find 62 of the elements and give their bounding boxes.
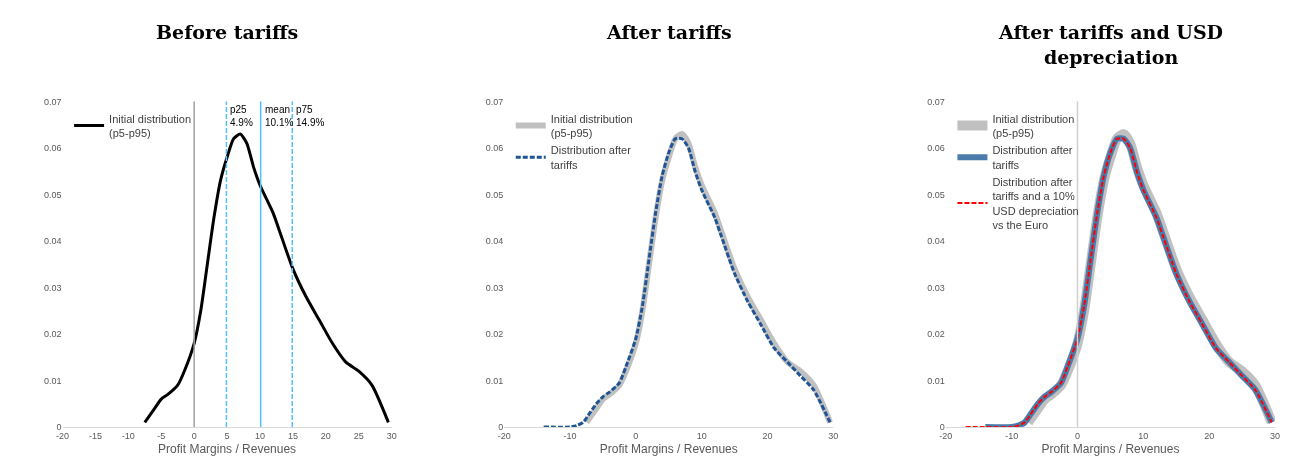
y-tick-label: 0.01 xyxy=(927,375,945,386)
y-tick-label: 0.02 xyxy=(43,329,62,340)
x-tick-label: 15 xyxy=(287,430,298,441)
x-axis-title: Profit Margins / Revenues xyxy=(599,441,738,456)
y-tick-label: 0.03 xyxy=(43,282,62,293)
y-tick-label: 0.05 xyxy=(927,189,945,200)
x-tick-label: -20 xyxy=(939,430,953,441)
legend-label: Initial distribution (p5-p95) xyxy=(109,112,192,140)
y-tick-label: 0.06 xyxy=(43,143,62,154)
x-tick-label: 30 xyxy=(828,430,839,441)
y-tick-label: 0.06 xyxy=(927,143,945,154)
x-tick-label: -15 xyxy=(88,430,102,441)
x-tick-label: -10 xyxy=(121,430,135,441)
y-tick-label: 0.06 xyxy=(485,143,504,154)
legend-label: Distribution after tariffs and a 10% USD depreciation vs the Euro xyxy=(992,175,1079,231)
x-tick-label: -5 xyxy=(157,430,166,441)
x-axis-title: Profit Margins / Revenues xyxy=(1041,441,1180,456)
legend-label: Initial distribution (p5-p95) xyxy=(550,112,633,140)
y-tick-label: 0 xyxy=(939,422,945,433)
ref-line-label: p75 14.9% xyxy=(296,104,325,128)
x-tick-label: 20 xyxy=(762,430,773,441)
y-tick-label: 0.05 xyxy=(43,189,62,200)
x-tick-label: -20 xyxy=(497,430,511,441)
y-tick-label: 0.07 xyxy=(485,96,504,107)
chart-title: After tariffs xyxy=(606,21,732,43)
x-tick-label: 30 xyxy=(386,430,397,441)
x-tick-label: 0 xyxy=(1075,430,1081,441)
y-tick-label: 0.01 xyxy=(485,375,504,386)
legend-label: Distribution after tariffs xyxy=(992,144,1073,171)
chart-title: After tariffs and USD depreciation xyxy=(998,21,1224,68)
x-axis-title: Profit Margins / Revenues xyxy=(158,441,297,456)
y-tick-label: 0.03 xyxy=(485,282,504,293)
ref-line-label: mean 10.1% xyxy=(265,104,294,128)
legend-label: Distribution after tariffs xyxy=(550,144,632,171)
y-tick-label: 0.04 xyxy=(927,236,945,247)
y-tick-label: 0.04 xyxy=(43,236,62,247)
y-tick-label: 0.07 xyxy=(927,96,945,107)
x-tick-label: 10 xyxy=(696,430,707,441)
chart-title: Before tariffs xyxy=(156,21,299,43)
y-tick-label: 0.04 xyxy=(485,236,504,247)
x-tick-label: 10 xyxy=(1138,430,1149,441)
x-tick-label: 10 xyxy=(254,430,266,441)
x-tick-label: 20 xyxy=(1204,430,1215,441)
y-tick-label: 0.05 xyxy=(485,189,504,200)
x-tick-label: -20 xyxy=(55,430,70,441)
x-tick-label: -10 xyxy=(1005,430,1019,441)
x-tick-label: 0 xyxy=(191,430,197,441)
y-tick-label: 0 xyxy=(498,422,504,433)
legend-label: Initial distribution (p5-p95) xyxy=(992,112,1075,140)
y-tick-label: 0.01 xyxy=(43,375,62,386)
x-tick-label: 20 xyxy=(320,430,331,441)
y-tick-label: 0.03 xyxy=(927,282,945,293)
y-tick-label: 0.07 xyxy=(43,96,62,107)
y-tick-label: 0.02 xyxy=(485,329,504,340)
x-tick-label: -10 xyxy=(563,430,577,441)
x-tick-label: 0 xyxy=(633,430,639,441)
y-tick-label: 0 xyxy=(56,422,62,433)
x-tick-label: 30 xyxy=(1270,430,1281,441)
x-tick-label: 25 xyxy=(353,430,364,441)
x-tick-label: 5 xyxy=(224,430,230,441)
ref-line-label: p25 4.9% xyxy=(230,104,253,128)
y-tick-label: 0.02 xyxy=(927,329,945,340)
